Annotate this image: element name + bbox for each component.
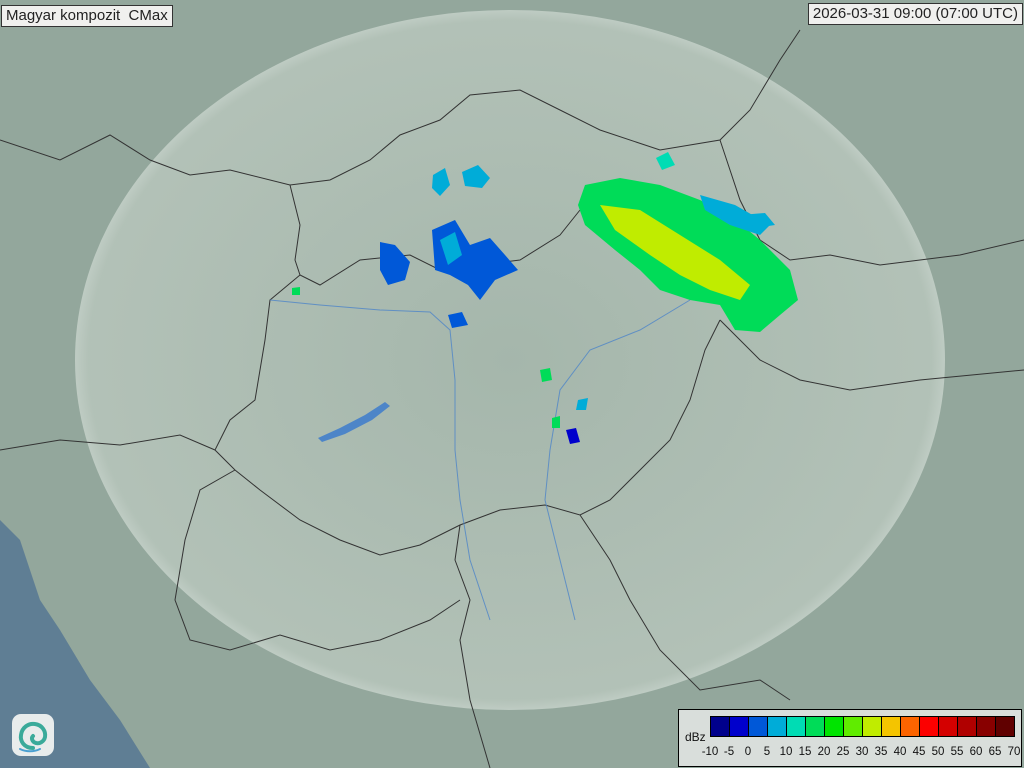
legend-color-cell bbox=[749, 717, 768, 736]
legend-tick-label: 0 bbox=[744, 746, 752, 758]
legend-color-cell bbox=[939, 717, 958, 736]
legend-color-cell bbox=[806, 717, 825, 736]
legend-color-cell bbox=[844, 717, 863, 736]
legend-tick-label: 45 bbox=[912, 746, 926, 758]
legend-tick-label: 25 bbox=[836, 746, 850, 758]
legend-tick-label: 10 bbox=[779, 746, 793, 758]
legend-unit: dBz bbox=[685, 730, 706, 744]
echo-central-2-inner bbox=[440, 232, 462, 265]
legend-ticks: -10 -5 0 5 10 15 20 25 30 35 40 45 50 55 60 65 70 bbox=[702, 746, 1021, 762]
legend-color-cell bbox=[768, 717, 787, 736]
legend-tick-label: 50 bbox=[931, 746, 945, 758]
radar-echoes bbox=[292, 152, 798, 444]
lake-balaton bbox=[318, 402, 390, 442]
echo-north-1 bbox=[432, 168, 450, 196]
legend-color-cell bbox=[958, 717, 977, 736]
legend-tick-label: 60 bbox=[969, 746, 983, 758]
legend-tick-label: 40 bbox=[893, 746, 907, 758]
legend-color-cell bbox=[977, 717, 996, 736]
legend-color-cell bbox=[882, 717, 901, 736]
legend-tick-label: 70 bbox=[1007, 746, 1021, 758]
dbz-legend: dBz -10 -5 0 5 10 15 20 25 30 35 40 45 50 55 60 65 70 bbox=[678, 709, 1022, 767]
legend-tick-label: 65 bbox=[988, 746, 1002, 758]
legend-colorbar bbox=[710, 716, 1015, 737]
echo-small-6 bbox=[552, 416, 560, 428]
echo-small-4 bbox=[292, 287, 300, 295]
legend-tick-label: -10 bbox=[701, 746, 719, 758]
adriatic-sea bbox=[0, 520, 150, 768]
echo-north-2 bbox=[462, 165, 490, 188]
country-borders bbox=[0, 29, 1024, 768]
map-timestamp: 2026-03-31 09:00 (07:00 UTC) bbox=[807, 3, 1023, 25]
legend-tick-label: 15 bbox=[798, 746, 812, 758]
swirl-logo-icon bbox=[12, 714, 54, 756]
legend-color-cell bbox=[711, 717, 730, 736]
legend-tick-label: 55 bbox=[950, 746, 964, 758]
legend-color-cell bbox=[920, 717, 939, 736]
legend-tick-label: 30 bbox=[855, 746, 869, 758]
legend-tick-label: 20 bbox=[817, 746, 831, 758]
legend-color-cell bbox=[787, 717, 806, 736]
legend-color-cell bbox=[901, 717, 920, 736]
legend-color-cell bbox=[996, 717, 1014, 736]
legend-color-cell bbox=[825, 717, 844, 736]
legend-tick-label: 5 bbox=[763, 746, 771, 758]
map-title: Magyar kompozit CMax bbox=[1, 5, 173, 27]
radar-coverage-area bbox=[75, 10, 945, 710]
echo-northeast-core bbox=[600, 205, 750, 300]
echo-northeast-dot bbox=[656, 152, 675, 170]
legend-tick-label: -5 bbox=[723, 746, 735, 758]
echo-central-1 bbox=[380, 242, 410, 285]
echo-northeast-small bbox=[740, 213, 775, 228]
legend-tick-label: 35 bbox=[874, 746, 888, 758]
echo-small-1 bbox=[448, 312, 468, 328]
echo-small-3 bbox=[540, 368, 552, 382]
echo-small-5 bbox=[576, 398, 588, 410]
legend-color-cell bbox=[730, 717, 749, 736]
legend-color-cell bbox=[863, 717, 882, 736]
echo-small-2 bbox=[566, 428, 580, 444]
